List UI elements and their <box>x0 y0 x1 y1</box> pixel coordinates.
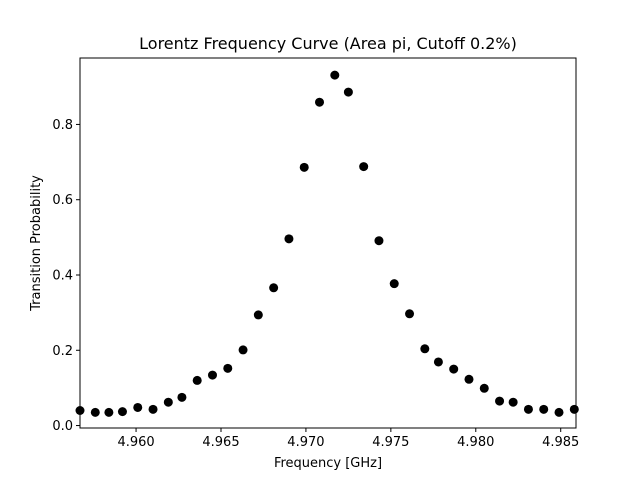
data-point <box>253 310 263 320</box>
data-point <box>343 87 353 97</box>
data-point <box>163 397 173 407</box>
data-point <box>433 357 443 367</box>
y-tick-label: 0.2 <box>52 344 73 359</box>
data-point <box>449 364 459 374</box>
x-tick-label: 4.985 <box>542 435 579 450</box>
data-point <box>299 162 309 172</box>
data-point <box>554 407 564 417</box>
data-point <box>238 345 248 355</box>
data-point <box>539 404 549 414</box>
data-point <box>104 407 114 417</box>
data-point <box>315 97 325 107</box>
data-point <box>523 404 533 414</box>
x-tick-label: 4.965 <box>202 435 239 450</box>
data-point <box>177 392 187 402</box>
data-point <box>330 70 340 80</box>
data-point <box>495 396 505 406</box>
data-point <box>117 407 127 417</box>
x-tick-label: 4.975 <box>372 435 409 450</box>
data-point <box>359 162 369 172</box>
data-point <box>207 370 217 380</box>
data-points <box>75 70 579 417</box>
x-tick-label: 4.980 <box>457 435 494 450</box>
data-point <box>148 404 158 414</box>
data-point <box>133 402 143 412</box>
data-point <box>223 363 233 373</box>
data-point <box>90 407 100 417</box>
data-point <box>479 383 489 393</box>
data-point <box>405 309 415 319</box>
y-tick-label: 0.6 <box>52 193 73 208</box>
data-point <box>420 344 430 354</box>
data-point <box>508 397 518 407</box>
y-tick-label: 0.4 <box>52 268 73 283</box>
y-tick-label: 0.0 <box>52 419 73 434</box>
data-point <box>284 234 294 244</box>
data-point <box>269 283 279 293</box>
data-point <box>389 279 399 289</box>
data-point <box>374 236 384 246</box>
axis-ticks: 4.960 4.965 4.970 4.975 4.980 4.985 0.0 0.2 0.4 0… <box>52 118 579 450</box>
data-point <box>192 375 202 385</box>
x-axis-label: Frequency [GHz] <box>274 456 382 471</box>
x-tick-label: 4.960 <box>117 435 154 450</box>
y-tick-label: 0.8 <box>52 118 73 133</box>
data-point <box>569 404 579 414</box>
y-axis-label: Transition Probability <box>29 175 44 312</box>
data-point <box>464 374 474 384</box>
x-tick-label: 4.970 <box>287 435 324 450</box>
chart-title: Lorentz Frequency Curve (Area pi, Cutoff… <box>139 34 517 53</box>
plot-area-frame <box>79 57 577 429</box>
